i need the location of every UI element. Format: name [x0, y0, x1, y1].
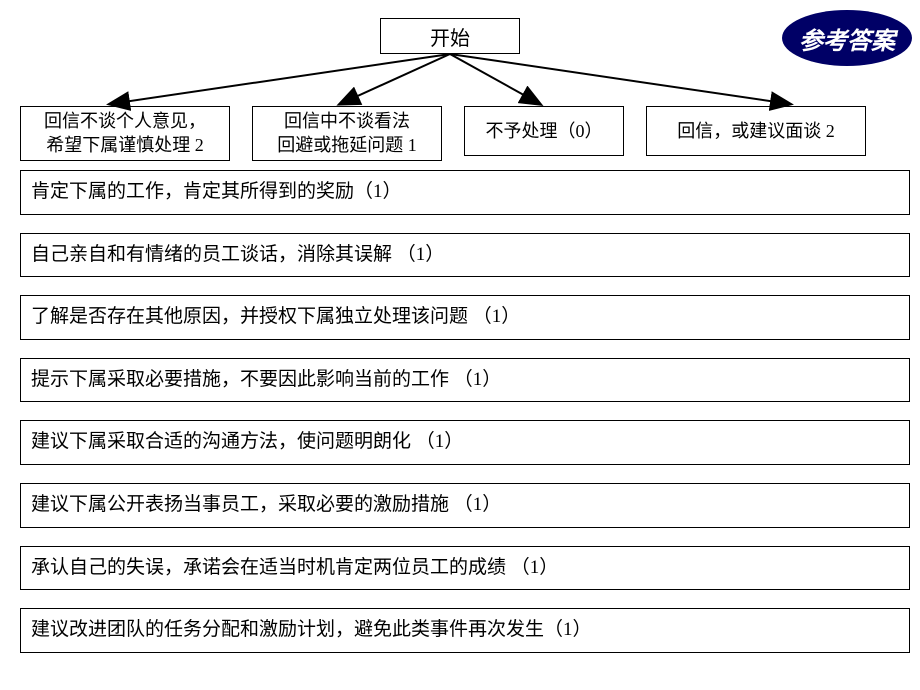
answer-badge: 参考答案	[782, 10, 912, 66]
rows-container: 肯定下属的工作，肯定其所得到的奖励（1） 自己亲自和有情绪的员工谈话，消除其误解 …	[20, 170, 910, 653]
branch-box-2: 不予处理（0）	[464, 106, 624, 156]
branch-row: 回信不谈个人意见，希望下属谨慎处理 2 回信中不谈看法回避或拖延问题 1 不予处理（…	[20, 106, 910, 161]
start-label: 开始	[430, 22, 470, 51]
row-box-1: 自己亲自和有情绪的员工谈话，消除其误解 （1）	[20, 233, 910, 278]
branch-line2: 回避或拖延问题 1	[277, 133, 417, 157]
arrow-3	[450, 54, 790, 104]
branch-line1: 回信中不谈看法	[284, 109, 410, 133]
row-box-6: 承认自己的失误，承诺会在适当时机肯定两位员工的成绩 （1）	[20, 546, 910, 591]
row-box-0: 肯定下属的工作，肯定其所得到的奖励（1）	[20, 170, 910, 215]
branch-line1: 不予处理（0）	[486, 119, 603, 143]
row-box-7: 建议改进团队的任务分配和激励计划，避免此类事件再次发生（1）	[20, 608, 910, 653]
arrow-2	[450, 54, 540, 104]
branch-line1: 回信不谈个人意见，	[44, 109, 206, 133]
start-node: 开始	[380, 18, 520, 54]
row-box-4: 建议下属采取合适的沟通方法，使问题明朗化 （1）	[20, 420, 910, 465]
arrow-1	[340, 54, 450, 104]
answer-badge-text: 参考答案	[799, 21, 895, 56]
arrow-0	[110, 54, 450, 104]
row-box-3: 提示下属采取必要措施，不要因此影响当前的工作 （1）	[20, 358, 910, 403]
row-box-5: 建议下属公开表扬当事员工，采取必要的激励措施 （1）	[20, 483, 910, 528]
branch-box-3: 回信，或建议面谈 2	[646, 106, 866, 156]
branch-line1: 回信，或建议面谈 2	[677, 119, 835, 143]
row-box-2: 了解是否存在其他原因，并授权下属独立处理该问题 （1）	[20, 295, 910, 340]
branch-box-1: 回信中不谈看法回避或拖延问题 1	[252, 106, 442, 161]
branch-line2: 希望下属谨慎处理 2	[46, 133, 204, 157]
branch-box-0: 回信不谈个人意见，希望下属谨慎处理 2	[20, 106, 230, 161]
